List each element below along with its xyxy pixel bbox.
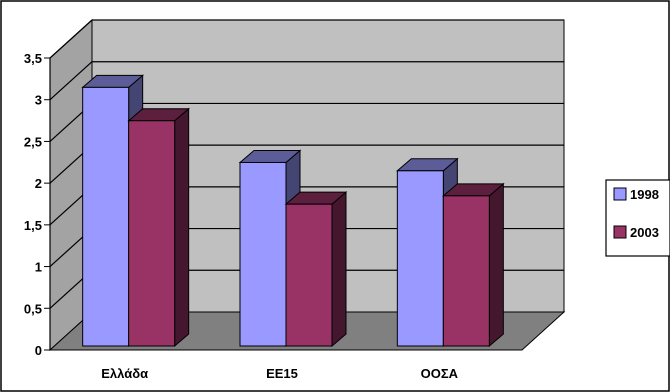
bars [81,74,505,348]
bar-front [82,86,130,347]
bar-2003-2 [441,182,505,348]
bar-front [442,195,490,347]
bar-side [488,182,504,348]
legend-label-2003: 2003 [630,225,659,240]
bar-2003-0 [127,107,191,348]
bar-front [239,161,287,347]
y-tick-label: 1 [35,260,42,275]
y-tick-label: 2 [35,176,42,191]
y-axis-ticks: 0 0,5 1 1,5 2 2,5 3 3,5 [24,51,51,358]
y-tick-label: 3,5 [24,51,42,66]
bar-side [174,107,190,348]
legend-swatch-2003 [613,225,627,239]
y-tick-label: 0,5 [24,301,42,316]
y-tick-label: 0 [35,343,42,358]
x-tick-label: ΕΕ15 [266,366,298,381]
x-axis-ticks: Ελλάδα ΕΕ15 ΟΟΣΑ [101,366,458,381]
gridline-side [49,19,93,59]
legend-swatch-1998 [613,187,627,201]
bar-front [128,120,176,347]
x-tick-label: Ελλάδα [101,366,148,381]
legend-label-1998: 1998 [630,187,659,202]
bar-side [331,191,347,348]
bar-2003-1 [284,191,348,348]
legend: 1998 2003 [605,179,670,257]
y-tick-label: 2,5 [24,134,42,149]
bar-front [396,170,444,347]
y-tick-label: 3 [35,93,42,108]
gridline-side [49,61,93,101]
x-tick-label: ΟΟΣΑ [421,366,459,381]
y-tick-label: 1,5 [24,218,42,233]
bar-1998-2 [395,157,459,348]
bar-front [285,203,333,347]
